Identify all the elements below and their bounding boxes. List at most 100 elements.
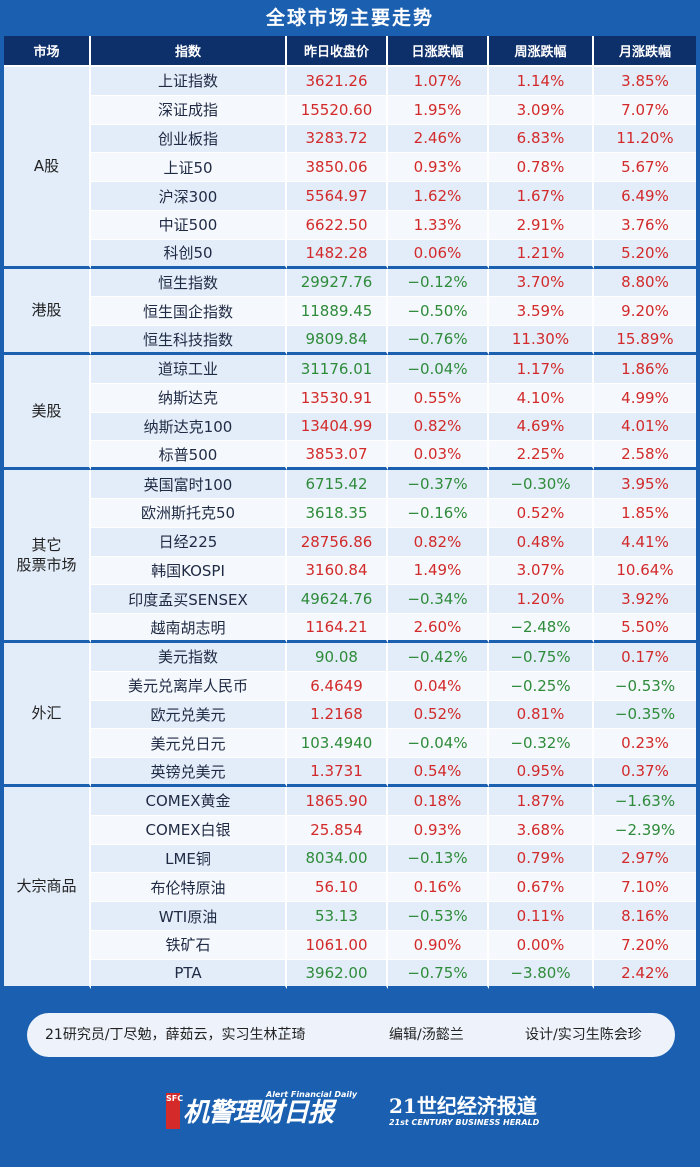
monthly-change: 15.89% xyxy=(594,326,696,355)
table-row: 沪深300 5564.97 1.62% 1.67% 6.49% xyxy=(4,182,696,211)
index-name: 上证指数 xyxy=(91,67,287,96)
weekly-change: 1.17% xyxy=(489,354,594,384)
daily-change: 0.03% xyxy=(388,441,489,471)
index-name: WTI原油 xyxy=(91,902,287,931)
weekly-change: 0.67% xyxy=(489,873,594,903)
table-row: 美股 道琼工业 31176.01 −0.04% 1.17% 1.86% xyxy=(4,354,696,471)
weekly-change: 11.30% xyxy=(489,326,594,355)
weekly-change: 0.95% xyxy=(489,758,594,787)
monthly-change: 2.42% xyxy=(594,959,696,989)
monthly-change: 2.97% xyxy=(594,844,696,874)
weekly-change: 0.52% xyxy=(489,498,594,528)
index-name: 中证500 xyxy=(91,210,287,240)
logo1-main-text: 机警理财日报 xyxy=(183,1098,334,1128)
weekly-change: 1.87% xyxy=(489,786,594,816)
monthly-change: 8.16% xyxy=(594,902,696,931)
weekly-change: −2.48% xyxy=(489,614,594,643)
monthly-change: 1.86% xyxy=(594,354,696,384)
monthly-change: 5.50% xyxy=(594,614,696,643)
monthly-change: 0.23% xyxy=(594,729,696,759)
monthly-change: 3.95% xyxy=(594,470,696,499)
sfc-badge: SFC xyxy=(166,1093,183,1129)
table-row: 其它 股票市场 英国富时100 6715.42 −0.37% −0.30% 3.95% xyxy=(4,470,696,643)
table-row: 布伦特原油 56.10 0.16% 0.67% 7.10% xyxy=(4,873,696,903)
table-row: 欧元兑美元 1.2168 0.52% 0.81% −0.35% xyxy=(4,700,696,730)
monthly-change: 7.10% xyxy=(594,873,696,903)
index-name: LME铜 xyxy=(91,844,287,874)
table-row: LME铜 8034.00 −0.13% 0.79% 2.97% xyxy=(4,844,696,874)
table-body: A股 上证指数 3621.26 1.07% 1.14% 3.85% 深证成指 15520.60… xyxy=(4,67,696,989)
prev-close: 13404.99 xyxy=(287,412,388,442)
prev-close: 11889.45 xyxy=(287,297,388,327)
table-row: COMEX白银 25.854 0.93% 3.68% −2.39% xyxy=(4,815,696,845)
index-name: 道琼工业 xyxy=(91,354,287,384)
weekly-change: 4.69% xyxy=(489,412,594,442)
header-weekly-change: 周涨跌幅 xyxy=(489,36,594,67)
table-row: WTI原油 53.13 −0.53% 0.11% 8.16% xyxy=(4,902,696,931)
table-row: A股 上证指数 3621.26 1.07% 1.14% 3.85% xyxy=(4,67,696,269)
prev-close: 90.08 xyxy=(287,642,388,672)
table-row: 科创50 1482.28 0.06% 1.21% 5.20% xyxy=(4,239,696,269)
header-daily-change: 日涨跌幅 xyxy=(388,36,489,67)
table-row: 欧洲斯托克50 3618.35 −0.16% 0.52% 1.85% xyxy=(4,498,696,528)
index-name: 美元兑日元 xyxy=(91,729,287,759)
monthly-change: 6.49% xyxy=(594,182,696,211)
prev-close: 25.854 xyxy=(287,815,388,845)
monthly-change: 4.99% xyxy=(594,383,696,413)
table-row: 恒生国企指数 11889.45 −0.50% 3.59% 9.20% xyxy=(4,297,696,327)
index-name: 美元兑离岸人民币 xyxy=(91,671,287,701)
index-name: 美元指数 xyxy=(91,642,287,672)
table-row: 创业板指 3283.72 2.46% 6.83% 11.20% xyxy=(4,124,696,154)
index-name: 日经225 xyxy=(91,527,287,557)
prev-close: 9809.84 xyxy=(287,326,388,355)
index-name: 英镑兑美元 xyxy=(91,758,287,787)
prev-close: 53.13 xyxy=(287,902,388,931)
index-name: 韩国KOSPI xyxy=(91,556,287,586)
monthly-change: −0.53% xyxy=(594,671,696,701)
weekly-change: 0.48% xyxy=(489,527,594,557)
daily-change: 0.93% xyxy=(388,153,489,183)
index-name: 英国富时100 xyxy=(91,470,287,499)
table-row: 上证50 3850.06 0.93% 0.78% 5.67% xyxy=(4,153,696,183)
monthly-change: 3.92% xyxy=(594,585,696,615)
index-name: COMEX白银 xyxy=(91,815,287,845)
index-name: PTA xyxy=(91,959,287,989)
monthly-change: 0.17% xyxy=(594,642,696,672)
daily-change: 0.06% xyxy=(388,239,489,269)
footer: 21研究员/丁尽勉，薛茹云，实习生林芷琦 编辑/汤懿兰 设计/实习生陈会珍 SF… xyxy=(0,990,700,1167)
table-row: 恒生科技指数 9809.84 −0.76% 11.30% 15.89% xyxy=(4,326,696,355)
credit-editor: 编辑/汤懿兰 xyxy=(389,1027,464,1043)
index-name: 标普500 xyxy=(91,441,287,471)
weekly-change: −0.75% xyxy=(489,642,594,672)
daily-change: 0.16% xyxy=(388,873,489,903)
daily-change: −0.37% xyxy=(388,470,489,499)
index-name: 科创50 xyxy=(91,239,287,269)
prev-close: 13530.91 xyxy=(287,383,388,413)
monthly-change: 10.64% xyxy=(594,556,696,586)
prev-close: 3283.72 xyxy=(287,124,388,154)
header-monthly-change: 月涨跌幅 xyxy=(594,36,696,67)
weekly-change: 3.59% xyxy=(489,297,594,327)
monthly-change: −2.39% xyxy=(594,815,696,845)
monthly-change: 3.76% xyxy=(594,210,696,240)
credit-research: 21研究员/丁尽勉，薛茹云，实习生林芷琦 xyxy=(45,1027,306,1043)
daily-change: 2.46% xyxy=(388,124,489,154)
daily-change: 1.49% xyxy=(388,556,489,586)
monthly-change: 9.20% xyxy=(594,297,696,327)
daily-change: 0.55% xyxy=(388,383,489,413)
logo1-tagline: Alert Financial Daily xyxy=(266,1090,358,1099)
index-name: 纳斯达克 xyxy=(91,383,287,413)
market-label: 美股 xyxy=(4,354,91,471)
table-row: 纳斯达克100 13404.99 0.82% 4.69% 4.01% xyxy=(4,412,696,442)
daily-change: 0.18% xyxy=(388,786,489,816)
prev-close: 8034.00 xyxy=(287,844,388,874)
monthly-change: −1.63% xyxy=(594,786,696,816)
daily-change: −0.12% xyxy=(388,268,489,298)
monthly-change: 5.20% xyxy=(594,239,696,269)
weekly-change: 1.21% xyxy=(489,239,594,269)
prev-close: 1865.90 xyxy=(287,786,388,816)
weekly-change: 3.07% xyxy=(489,556,594,586)
weekly-change: 6.83% xyxy=(489,124,594,154)
index-name: 恒生科技指数 xyxy=(91,326,287,355)
prev-close: 1061.00 xyxy=(287,930,388,960)
